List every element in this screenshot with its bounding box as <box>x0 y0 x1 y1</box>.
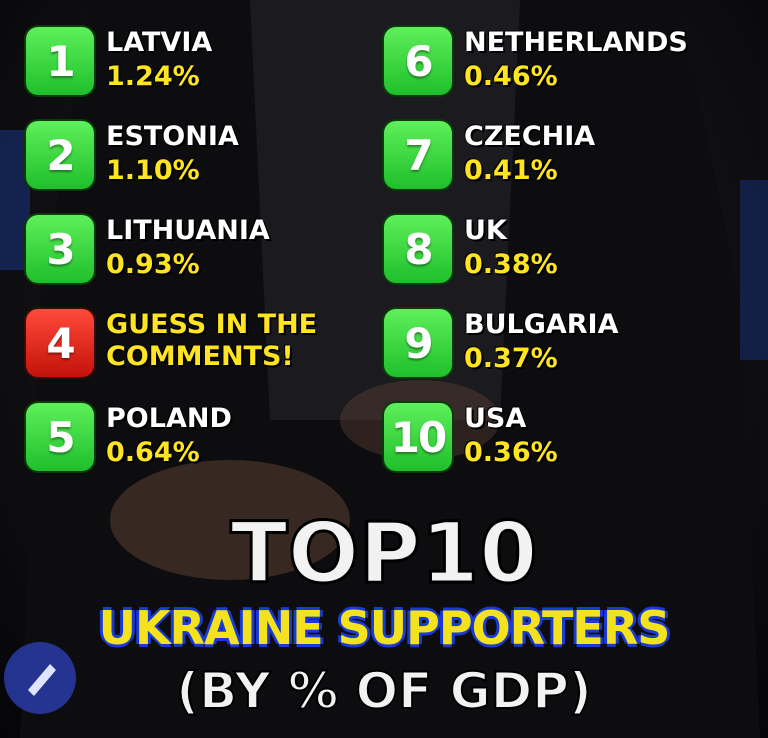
ranking-entry: 5 POLAND 0.64% <box>26 403 386 483</box>
rank-badge: 10 <box>384 403 452 471</box>
gdp-share: 1.10% <box>106 155 200 186</box>
country-name: CZECHIA <box>464 121 596 152</box>
subtitle-note: (BY % OF GDP) <box>175 661 592 721</box>
ranking-entry: 7 CZECHIA 0.41% <box>384 121 744 201</box>
rank-badge: 4 <box>26 309 94 377</box>
country-name: LITHUANIA <box>106 215 270 246</box>
country-name: BULGARIA <box>464 309 619 340</box>
ranking-entry: 6 NETHERLANDS 0.46% <box>384 27 744 107</box>
gdp-share: 0.41% <box>464 155 558 186</box>
country-name: LATVIA <box>106 27 213 58</box>
ranking-entry: 10 USA 0.36% <box>384 403 744 483</box>
rank-badge: 5 <box>26 403 94 471</box>
subtitle: UKRAINE SUPPORTERS <box>98 601 671 655</box>
gdp-share: 0.37% <box>464 343 558 374</box>
rank-badge: 2 <box>26 121 94 189</box>
ranking-entry: 1 LATVIA 1.24% <box>26 27 386 107</box>
ranking-entry: 9 BULGARIA 0.37% <box>384 309 744 389</box>
rank-badge: 8 <box>384 215 452 283</box>
country-name: UK <box>464 215 507 246</box>
ranking-entry: 2 ESTONIA 1.10% <box>26 121 386 201</box>
gdp-share: 1.24% <box>106 61 200 92</box>
country-name: NETHERLANDS <box>464 27 688 58</box>
rank-badge: 9 <box>384 309 452 377</box>
gdp-share: 0.38% <box>464 249 558 280</box>
gdp-share: 0.36% <box>464 437 558 468</box>
rank-badge: 6 <box>384 27 452 95</box>
ranking-entry: 3 LITHUANIA 0.93% <box>26 215 386 295</box>
ranking-entry: 4 GUESS IN THE COMMENTS! <box>26 309 386 389</box>
country-name: POLAND <box>106 403 232 434</box>
ranking-entry: 8 UK 0.38% <box>384 215 744 295</box>
rank-badge: 7 <box>384 121 452 189</box>
country-name: GUESS IN THE COMMENTS! <box>106 309 318 372</box>
gdp-share: 0.64% <box>106 437 200 468</box>
gdp-share: 0.46% <box>464 61 558 92</box>
country-name: USA <box>464 403 527 434</box>
country-name: ESTONIA <box>106 121 239 152</box>
rank-badge: 3 <box>26 215 94 283</box>
rank-badge: 1 <box>26 27 94 95</box>
title: TOP10 <box>229 504 539 602</box>
gdp-share: 0.93% <box>106 249 200 280</box>
